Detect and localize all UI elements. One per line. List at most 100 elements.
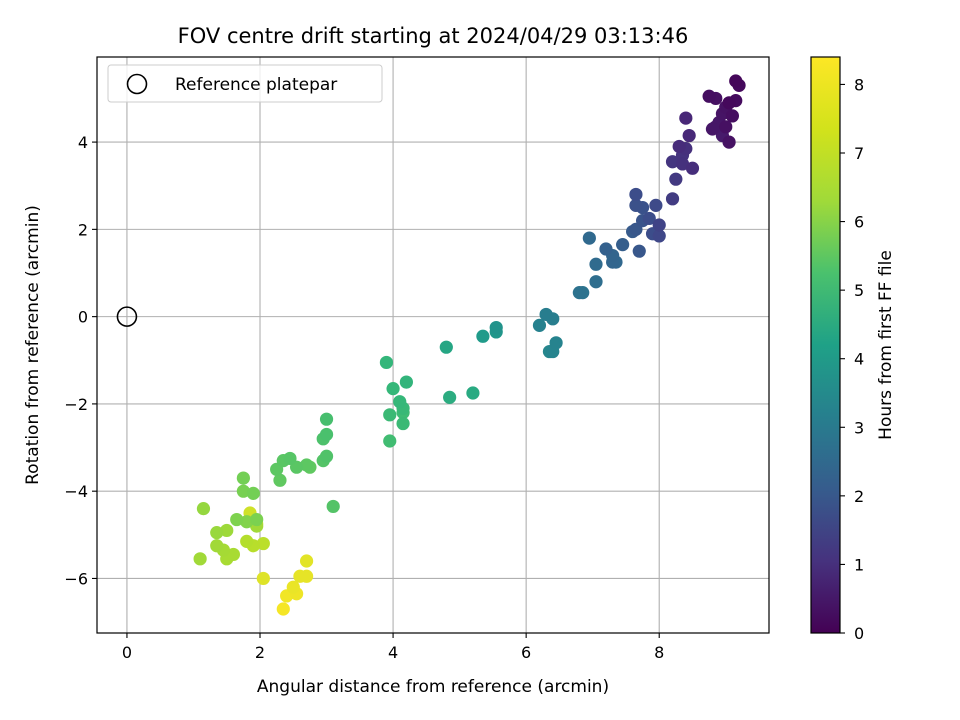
x-tick-label: 6 <box>521 643 531 662</box>
data-point <box>489 320 503 335</box>
data-point <box>685 161 700 175</box>
data-point <box>443 390 457 404</box>
colorbar-tick-label: 5 <box>854 281 864 300</box>
data-point <box>273 473 287 487</box>
data-point <box>572 286 586 300</box>
data-point <box>439 340 453 354</box>
data-point <box>299 554 314 568</box>
data-point <box>399 375 413 389</box>
data-point <box>632 244 646 258</box>
data-point <box>256 536 270 551</box>
data-point <box>702 89 716 103</box>
y-tick-label: −4 <box>64 482 88 501</box>
data-point <box>236 471 250 485</box>
colorbar-tick-label: 6 <box>854 213 864 232</box>
data-point <box>326 499 340 514</box>
data-point <box>230 512 244 527</box>
y-tick-label: 4 <box>78 133 88 152</box>
data-point <box>665 192 680 206</box>
colorbar-tick-label: 0 <box>854 624 864 643</box>
colorbar-tick-label: 2 <box>854 487 864 506</box>
data-point <box>319 427 334 442</box>
data-point <box>629 187 643 202</box>
data-point <box>236 484 250 498</box>
data-point <box>725 109 740 123</box>
data-point <box>256 571 270 586</box>
data-point <box>539 307 553 322</box>
data-point <box>722 135 736 149</box>
data-point <box>672 139 686 154</box>
data-point <box>210 539 224 553</box>
data-point <box>729 74 743 88</box>
data-point <box>705 122 720 136</box>
data-point <box>669 172 683 186</box>
data-point <box>642 211 656 226</box>
data-point <box>652 229 666 243</box>
data-point <box>299 458 314 472</box>
data-point <box>286 580 300 594</box>
legend-marker <box>126 73 148 95</box>
y-tick-label: −2 <box>64 395 88 414</box>
data-point <box>196 502 211 516</box>
data-point <box>319 449 334 463</box>
scatter-points <box>193 74 746 616</box>
data-point <box>722 96 736 110</box>
y-axis-label: Rotation from reference (arcmin) <box>23 205 43 485</box>
data-point <box>393 395 407 409</box>
y-axis-ticks: −6 −4 −2 0 2 4 <box>64 133 97 588</box>
data-point <box>589 275 603 289</box>
colorbar-ticks: 0 1 2 3 4 5 6 7 8 <box>840 75 864 643</box>
data-point <box>383 434 397 448</box>
x-tick-label: 4 <box>388 643 398 662</box>
chart-title: FOV centre drift starting at 2024/04/29 … <box>178 24 689 48</box>
data-point <box>220 523 234 538</box>
data-point <box>532 318 547 332</box>
data-point <box>193 552 207 566</box>
x-axis-label: Angular distance from reference (arcmin) <box>257 677 609 697</box>
data-point <box>299 569 314 583</box>
data-point <box>276 602 290 616</box>
data-point <box>649 198 663 212</box>
x-tick-label: 8 <box>654 643 664 662</box>
data-point <box>210 526 224 540</box>
y-tick-label: 0 <box>78 308 88 327</box>
data-point <box>283 451 297 466</box>
data-point <box>679 111 693 125</box>
data-point <box>476 329 490 343</box>
data-point <box>240 534 254 548</box>
reference-marker <box>116 306 138 327</box>
grid-lines <box>97 57 769 633</box>
colorbar-tick-label: 8 <box>854 75 864 94</box>
x-axis-ticks: 0 2 4 6 8 <box>122 633 664 662</box>
data-point <box>246 486 260 500</box>
data-point <box>682 128 696 143</box>
legend: Reference platepar <box>107 64 383 103</box>
x-tick-label: 2 <box>255 643 265 662</box>
data-point <box>319 412 334 426</box>
y-tick-label: −6 <box>64 569 88 588</box>
data-point <box>675 157 690 171</box>
colorbar-label: Hours from first FF file <box>876 250 896 440</box>
legend-box <box>107 64 383 103</box>
data-point <box>466 386 480 400</box>
data-point <box>379 355 394 370</box>
data-point <box>549 336 563 350</box>
data-point <box>665 155 680 169</box>
data-point <box>582 231 596 245</box>
plot-frame <box>96 56 770 634</box>
data-point <box>396 416 410 431</box>
data-point <box>589 257 603 271</box>
data-point <box>599 242 613 256</box>
colorbar-gradient <box>810 56 841 634</box>
legend-entry: Reference platepar <box>175 75 337 95</box>
data-point <box>652 218 666 232</box>
y-tick-label: 2 <box>78 220 88 239</box>
colorbar-tick-label: 1 <box>854 555 864 574</box>
data-point <box>250 512 264 527</box>
x-tick-label: 0 <box>122 643 132 662</box>
data-point <box>240 515 254 529</box>
data-point <box>383 408 397 422</box>
colorbar: 0 1 2 3 4 5 6 7 8 Hours from first FF file <box>810 56 896 643</box>
colorbar-tick-label: 3 <box>854 418 864 437</box>
